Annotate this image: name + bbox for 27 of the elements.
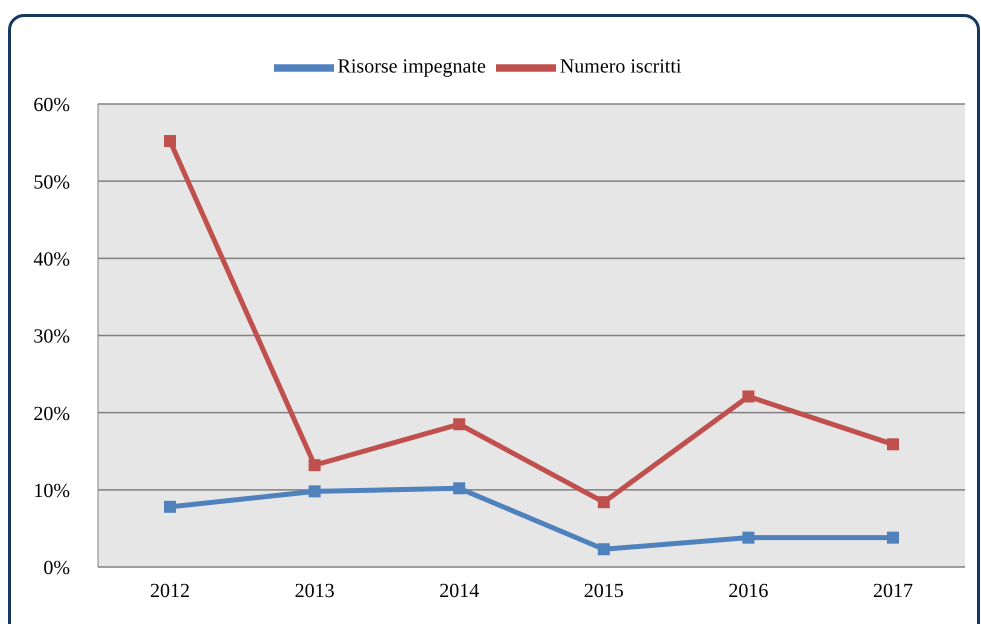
point: [453, 418, 466, 430]
y-tick-label: 50%: [33, 171, 70, 194]
y-tick-label: 60%: [33, 94, 70, 116]
point: [887, 532, 899, 544]
y-tick-label: 20%: [33, 402, 70, 425]
x-tick-label: 2015: [584, 580, 624, 602]
point: [308, 459, 321, 472]
point: [598, 543, 610, 556]
point: [453, 482, 466, 494]
point: [164, 500, 176, 513]
y-tick-label: 0%: [43, 557, 70, 580]
point: [742, 390, 754, 402]
point: [308, 485, 321, 498]
y-tick-label: 30%: [33, 326, 70, 348]
x-tick-label: 2017: [873, 580, 913, 602]
x-tick-label: 2016: [728, 580, 768, 602]
legend-label: Risorse impegnate: [338, 56, 486, 78]
x-tick-label: 2014: [439, 580, 480, 602]
point: [598, 496, 610, 508]
point: [887, 438, 899, 450]
point: [164, 135, 176, 148]
legend-label: Numero iscritti: [560, 56, 682, 78]
x-tick-label: 2013: [294, 580, 335, 602]
y-tick-label: 40%: [33, 248, 70, 270]
y-tick-label: 10%: [33, 480, 70, 502]
point: [742, 532, 754, 544]
x-tick-label: 2012: [150, 580, 190, 602]
